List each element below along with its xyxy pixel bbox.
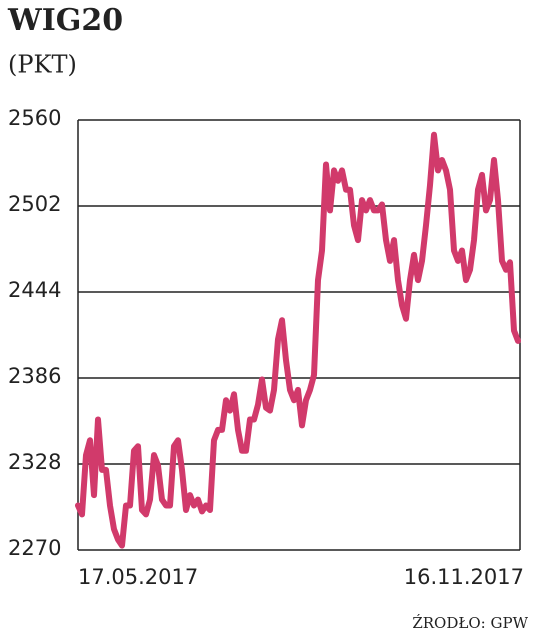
- y-tick-label: 2328: [8, 450, 61, 474]
- chart-subtitle: (PKT): [8, 51, 77, 79]
- y-tick-label: 2444: [8, 278, 61, 302]
- y-tick-label: 2386: [8, 364, 61, 388]
- y-tick-label: 2270: [8, 536, 61, 560]
- chart-title: WIG20: [7, 3, 123, 38]
- y-tick-label: 2502: [8, 192, 61, 216]
- line: [75, 131, 521, 549]
- x-tick-label: 16.11.2017: [404, 565, 524, 589]
- y-tick-label: 2560: [8, 106, 61, 130]
- source: ŹRODŁO: GPW: [412, 614, 528, 632]
- x-tick-label: 17.05.2017: [78, 565, 198, 589]
